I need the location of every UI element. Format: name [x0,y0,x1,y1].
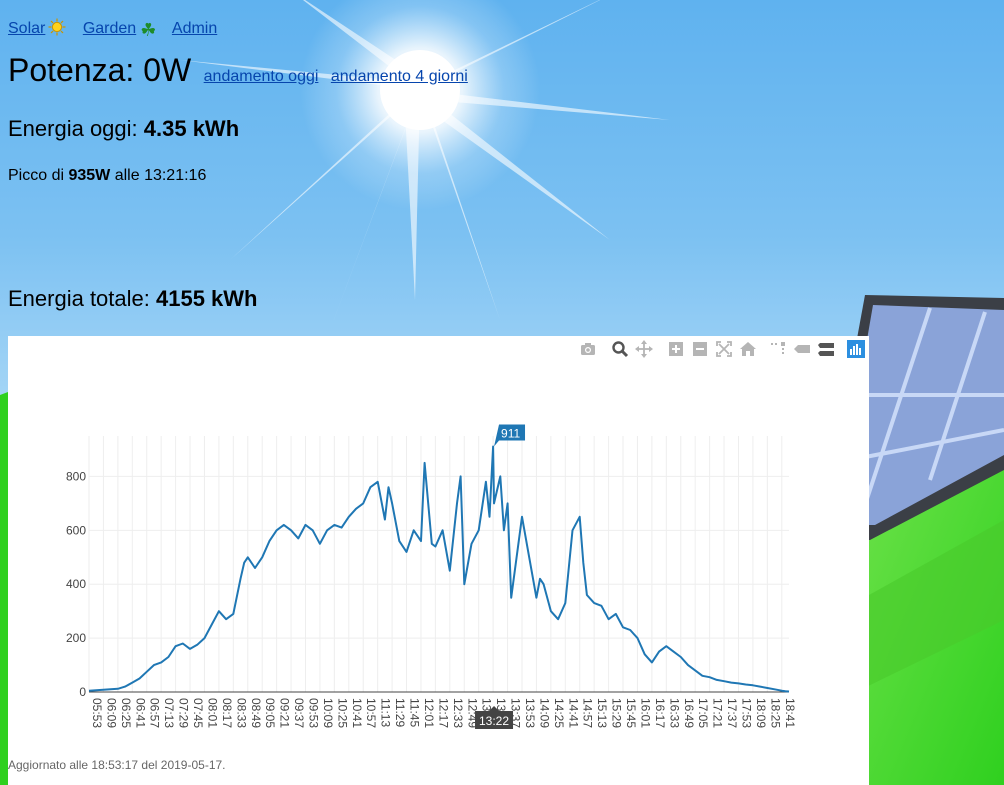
x-tick-label: 08:33 [234,698,248,728]
x-tick-label: 16:17 [653,698,667,728]
x-tick-label: 14:09 [537,698,551,728]
hover-value-text: 911 [501,427,520,441]
x-tick-label: 14:41 [566,698,580,728]
power-chart: 05:53 06:09 06:25 06:41 06:57 07:13 07:29 07:45… [8,336,869,785]
hover-value-box [494,424,526,447]
y-tick-label: 800 [66,469,86,483]
trend-4days-link[interactable]: andamento 4 giorni [330,68,468,85]
hover-compare-icon[interactable] [817,340,835,358]
x-tick-label: 06:41 [133,698,147,728]
power-series-line[interactable] [88,445,790,693]
last-updated: Aggiornato alle 18:53:17 del 2019-05-17. [8,758,226,772]
peak-info: Picco di 935W alle 13:21:16 [8,167,206,185]
zoom-out-icon[interactable] [691,340,709,358]
x-tick-label: 11:45 [408,698,422,727]
top-nav: Solar Garden ☘ Admin [8,18,229,41]
x-tick-label: 14:57 [581,698,595,728]
chart-modebar [569,340,869,358]
nav-garden-label: Garden [82,20,137,37]
zoom-in-icon[interactable] [667,340,685,358]
peak-prefix: Picco di [8,167,69,184]
x-tick-label: 11:29 [393,698,407,727]
x-tick-label: 09:37 [292,698,306,728]
nav-garden-link[interactable]: Garden ☘ [82,20,157,40]
trend-today-link[interactable]: andamento oggi [203,68,319,85]
pan-icon[interactable] [635,340,653,358]
nav-solar-label: Solar [8,20,46,37]
x-tick-label: 16:01 [638,698,652,728]
power-row: Potenza: 0W andamento oggi andamento 4 g… [8,52,468,89]
x-tick-label: 08:01 [205,698,219,728]
x-tick-label: 17:21 [711,698,725,728]
nav-solar-link[interactable]: Solar [8,18,66,37]
x-tick-label: 10:09 [321,698,335,728]
energy-today-value: 4.35 kWh [143,116,240,141]
x-tick-label: 10:57 [364,698,378,728]
x-tick-label: 15:13 [595,698,609,728]
hover-time-text: 13:22 [479,714,509,728]
x-tick-label: 06:25 [119,698,133,728]
camera-icon[interactable] [579,340,597,358]
x-tick-label: 06:09 [104,698,118,728]
x-tick-label: 12:01 [422,698,436,728]
x-tick-label: 10:25 [335,698,349,728]
x-tick-label: 14:25 [552,698,566,728]
x-tick-label: 15:45 [624,698,638,728]
sun-icon [48,18,66,41]
energy-today-label: Energia oggi: [8,116,144,141]
clover-icon: ☘ [140,20,157,40]
x-tick-label: 17:53 [739,698,753,728]
x-tick-label: 05:53 [90,698,104,728]
x-tick-label: 13:53 [523,698,537,728]
x-tick-label: 08:17 [220,698,234,728]
hover-time-box [475,706,514,729]
peak-suffix: alle 13:21:16 [110,167,207,184]
x-tick-label: 08:49 [249,698,263,728]
green-hill-left [0,392,8,785]
energy-total: Energia totale: 4155 kWh [8,286,257,312]
nav-admin-link[interactable]: Admin [172,20,217,37]
energy-total-value: 4155 kWh [155,286,258,311]
x-tick-label: 06:57 [148,698,162,728]
power-value: Potenza: 0W [8,52,192,88]
power-chart-plot[interactable]: 05:53 06:09 06:25 06:41 06:57 07:13 07:29 07:45… [8,336,869,785]
x-tick-label: 17:05 [696,698,710,728]
energy-today: Energia oggi: 4.35 kWh [8,116,239,142]
zoom-icon[interactable] [611,340,629,358]
x-tick-label: 16:33 [667,698,681,728]
y-tick-label: 0 [79,685,86,699]
x-tick-label: 11:13 [379,698,393,727]
x-tick-label: 09:53 [306,698,320,728]
y-tick-label: 400 [66,577,86,591]
spike-lines-icon[interactable] [769,340,787,358]
x-tick-label: 12:17 [436,698,450,728]
nav-admin-label: Admin [171,20,218,37]
energy-total-label: Energia totale: [8,286,156,311]
reset-axes-icon[interactable] [739,340,757,358]
hover-time-label: 13:22 [475,706,514,729]
peak-value: 935W [68,167,111,184]
x-tick-label: 07:13 [162,698,176,728]
autoscale-icon[interactable] [715,340,733,358]
x-tick-label: 10:41 [350,698,364,728]
x-tick-label: 18:41 [783,698,797,728]
x-tick-label: 18:25 [768,698,782,728]
x-tick-label: 18:09 [754,698,768,728]
x-tick-label: 07:29 [177,698,191,728]
x-tick-label: 15:29 [610,698,624,728]
x-tick-label: 17:37 [725,698,739,728]
x-tick-label: 16:49 [682,698,696,728]
x-tick-label: 09:05 [263,698,277,728]
y-tick-label: 600 [66,523,86,537]
x-tick-label: 07:45 [191,698,205,728]
y-tick-label: 200 [66,631,86,645]
plotly-logo-icon[interactable] [847,340,865,358]
x-tick-label: 12:33 [451,698,465,728]
hover-value-label: 911 [494,424,526,447]
x-tick-label: 09:21 [278,698,292,728]
hover-closest-icon[interactable] [793,340,811,358]
